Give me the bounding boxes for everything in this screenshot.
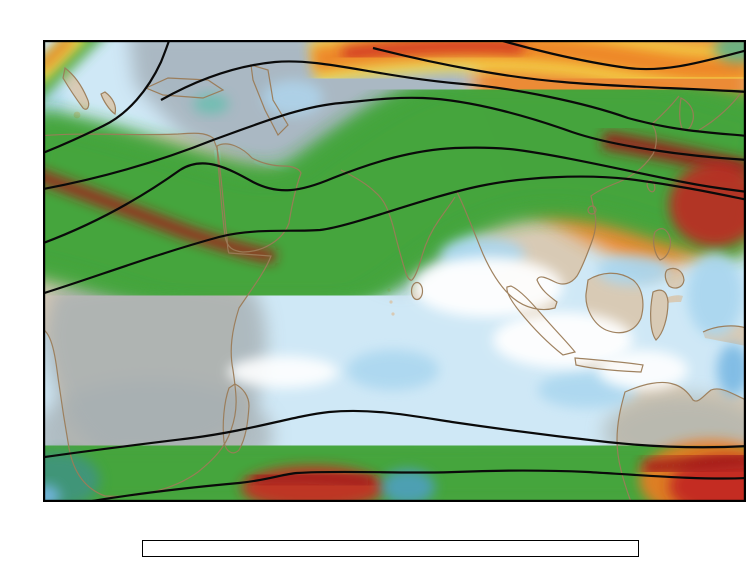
map-frame — [42, 39, 747, 503]
colorbar — [142, 540, 639, 557]
isoline — [495, 40, 746, 71]
map-canvas — [42, 39, 747, 503]
isoline — [43, 96, 746, 191]
isoline-group — [43, 40, 746, 502]
isoline — [43, 409, 746, 459]
isoline — [43, 175, 746, 295]
coastlines — [43, 64, 746, 502]
isoline — [43, 146, 746, 245]
isoline — [43, 40, 171, 155]
circulation-map — [42, 39, 747, 503]
isoline — [79, 469, 746, 502]
isoline — [372, 46, 746, 93]
isoline — [160, 60, 746, 137]
